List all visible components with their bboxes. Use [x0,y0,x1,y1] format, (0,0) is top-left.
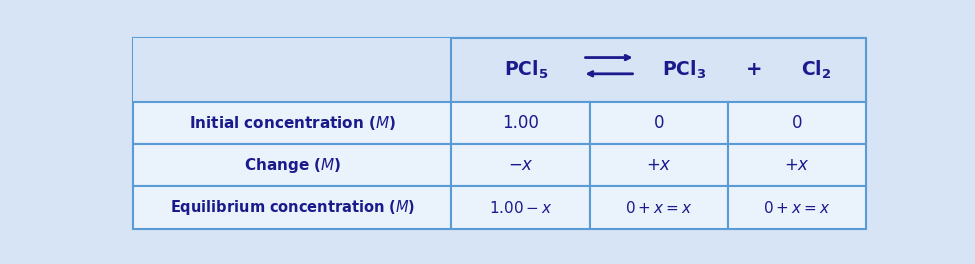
Bar [590,186,728,229]
Bar [590,102,728,144]
Text: $0 + x = x$: $0 + x = x$ [763,200,831,216]
Text: $-x$: $-x$ [508,156,533,174]
Text: 0: 0 [792,114,802,132]
Text: $0 + x = x$: $0 + x = x$ [625,200,692,216]
Bar [134,144,451,186]
Bar [728,144,866,186]
Bar [134,38,866,102]
Text: $+x$: $+x$ [784,156,810,174]
Bar [134,102,451,144]
Bar [728,102,866,144]
Text: $\mathbf{Initial\ concentration\ (\mathit{M})}$: $\mathbf{Initial\ concentration\ (\mathi… [189,114,396,132]
Bar [590,144,728,186]
Text: $\mathbf{Equilibrium\ concentration\ (\mathit{M})}$: $\mathbf{Equilibrium\ concentration\ (\m… [170,198,414,217]
Text: $+x$: $+x$ [645,156,672,174]
Bar [134,186,451,229]
Text: 1.00: 1.00 [502,114,539,132]
Text: $\mathbf{PCl_5}$: $\mathbf{PCl_5}$ [504,59,548,81]
Text: $\mathbf{PCl_3}$: $\mathbf{PCl_3}$ [662,59,706,81]
Text: +: + [746,60,762,79]
Text: $\mathbf{Change\ (\mathit{M})}$: $\mathbf{Change\ (\mathit{M})}$ [244,156,341,175]
Text: 0: 0 [653,114,664,132]
Bar [134,38,451,102]
Bar [451,102,590,144]
Bar [451,186,590,229]
Bar [451,38,866,102]
Text: $1.00 - x$: $1.00 - x$ [488,200,553,216]
Text: $\mathbf{Cl_2}$: $\mathbf{Cl_2}$ [801,59,832,81]
Bar [451,144,590,186]
Bar [728,186,866,229]
